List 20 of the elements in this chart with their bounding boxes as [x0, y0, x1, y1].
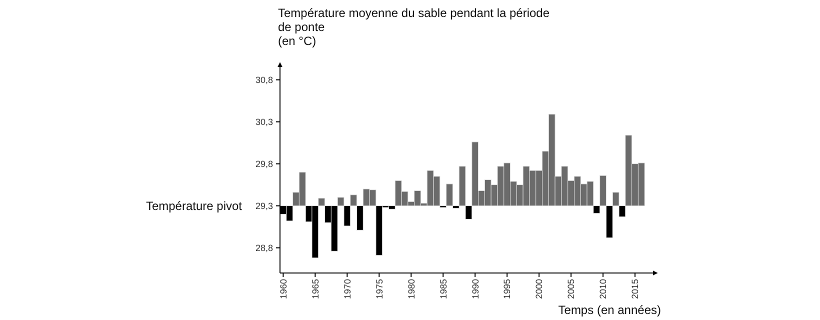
x-tick-label: 1990 — [470, 279, 480, 300]
y-tick-label: 28,8 — [255, 242, 273, 253]
x-tick-label: 1960 — [278, 279, 288, 300]
y-tick-label: 29,8 — [255, 158, 273, 169]
x-tick-label: 2000 — [534, 279, 544, 300]
x-tick-label: 2015 — [630, 279, 640, 300]
x-tick-label: 2010 — [598, 279, 608, 300]
x-tick-label: 1965 — [310, 279, 320, 300]
x-axis-title: Temps (en années) — [558, 303, 661, 317]
x-tick-label: 1970 — [342, 279, 352, 300]
text: Température pivot — [146, 199, 243, 213]
x-tick-label: 1985 — [438, 279, 448, 300]
y-tick-label: 30,8 — [255, 74, 273, 85]
x-tick-label: 1980 — [406, 279, 416, 300]
y-tick-label: 29,3 — [255, 200, 273, 211]
x-tick-label: 2005 — [566, 279, 576, 300]
y-axis-title: Température moyenne du sable pendant la période de ponte (en °C) — [278, 6, 550, 48]
y-tick-label: 30,3 — [255, 116, 273, 127]
x-tick-label: 1995 — [502, 279, 512, 300]
x-tick-label: 1975 — [374, 279, 384, 300]
